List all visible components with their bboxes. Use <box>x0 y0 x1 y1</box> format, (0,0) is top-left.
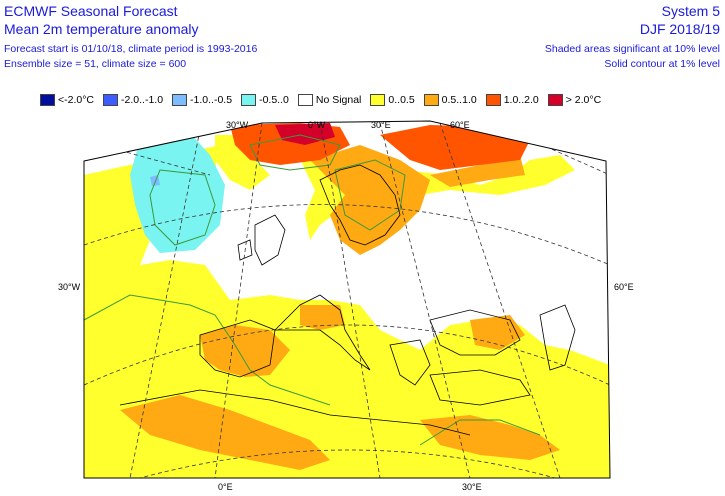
legend-swatch <box>370 94 386 106</box>
legend-swatch <box>103 94 119 106</box>
meridian-15w <box>129 129 201 478</box>
legend-label: > 2.0°C <box>565 94 602 106</box>
coastline-north-africa <box>119 389 471 436</box>
coastline-balkans <box>389 339 431 386</box>
significance-contour-scandinavia <box>334 159 406 231</box>
legend-swatch <box>485 94 501 106</box>
parallel-60n <box>84 204 610 266</box>
significance-contour-east <box>419 419 541 446</box>
ensemble-info: Ensemble size = 51, climate size = 600 <box>4 58 187 70</box>
legend-swatch <box>297 94 313 106</box>
legend-label: <-2.0°C <box>58 94 95 106</box>
meridian-45w <box>99 144 211 176</box>
significance-contour-arctic <box>249 134 341 171</box>
legend-label: No Signal <box>315 94 362 106</box>
legend-item: 0..0.5 <box>370 94 415 106</box>
coastline-iberia <box>199 319 276 378</box>
anomaly-orange-iberia <box>200 325 290 377</box>
significance-contour-atlantic <box>149 169 216 246</box>
contour-note: Solid contour at 1% level <box>604 58 720 70</box>
anomaly-orange-middle-east <box>420 415 560 460</box>
map-title: ECMWF Seasonal Forecast <box>4 3 178 19</box>
anomaly-lightblue-spot <box>150 175 160 186</box>
anomaly-yellow-russia <box>400 155 575 195</box>
coastline-caspian <box>539 304 576 371</box>
legend-label: 0..0.5 <box>388 94 415 106</box>
legend-label: 0.5..1.0 <box>441 94 477 106</box>
legend-item: -1.0..-0.5 <box>172 94 232 106</box>
coastline-black-sea <box>429 309 521 356</box>
map-subtitle: Mean 2m temperature anomaly <box>4 21 199 37</box>
coastline-anatolia <box>429 369 531 406</box>
anomaly-red-barents <box>380 125 530 170</box>
forecast-info: Forecast start is 01/10/18, climate peri… <box>4 43 258 55</box>
legend-label: 1.0..2.0 <box>503 94 539 106</box>
legend-item: > 2.0°C <box>547 94 602 106</box>
meridian-30e <box>379 122 471 478</box>
legend-swatch <box>547 94 563 106</box>
coastline-france-italy <box>274 294 371 371</box>
anomaly-cyan-atlantic <box>130 133 225 253</box>
legend-swatch <box>423 94 439 106</box>
significance-note: Shaded areas significant at 10% level <box>544 43 720 55</box>
significance-contour-south <box>84 294 331 406</box>
system-label: System 5 <box>661 3 720 19</box>
anomaly-orange-alps <box>300 305 345 330</box>
map-frame <box>83 120 611 479</box>
parallel-30n <box>84 449 610 478</box>
legend-item: -2.0..-1.0 <box>103 94 163 106</box>
coastline-scandinavia <box>319 164 401 246</box>
legend-label: -1.0..-0.5 <box>190 94 233 106</box>
legend-item: -0.5..0 <box>241 94 289 106</box>
legend-swatch <box>241 94 257 106</box>
legend-item: <-2.0°C <box>40 94 94 106</box>
grid-label-top-0: 0°W <box>308 120 326 130</box>
anomaly-yellow-north-atlantic <box>215 135 270 190</box>
parallel-45n <box>84 324 610 386</box>
meridian-0 <box>214 122 263 478</box>
anomaly-orange-north-africa <box>120 395 330 470</box>
grid-label-bottom-30e: 30°E <box>462 482 482 492</box>
legend-label: -0.5..0 <box>259 94 289 106</box>
legend-swatch <box>172 94 188 106</box>
meridian-15e <box>319 122 381 478</box>
grid-label-left-30w: 30°W <box>58 282 81 292</box>
grid-label-right-60e: 60°E <box>614 282 634 292</box>
grid-label-top-60e: 60°E <box>450 120 470 130</box>
grid-label-top-30w: 30°W <box>226 120 249 130</box>
legend-swatch <box>40 94 55 106</box>
legend-item: No Signal <box>297 94 362 106</box>
grid-label-top-30e: 30°E <box>371 120 391 130</box>
grid-label-bottom-0: 0°E <box>218 482 233 492</box>
anomaly-map <box>83 120 611 479</box>
anomaly-orange-russia <box>430 155 525 187</box>
legend-item: 1.0..2.0 <box>485 94 539 106</box>
legend-label: -2.0..-1.0 <box>121 94 164 106</box>
legend-item: 0.5..1.0 <box>423 94 477 106</box>
legend: <-2.0°C -2.0..-1.0 -1.0..-0.5 -0.5..0 No Sig… <box>40 93 610 107</box>
map-area: 30°W 0°W 30°E 60°E 30°W 60°E 0°E 30°E <box>0 115 725 496</box>
coastline-britain <box>254 214 286 266</box>
season-label: DJF 2018/19 <box>639 21 720 37</box>
